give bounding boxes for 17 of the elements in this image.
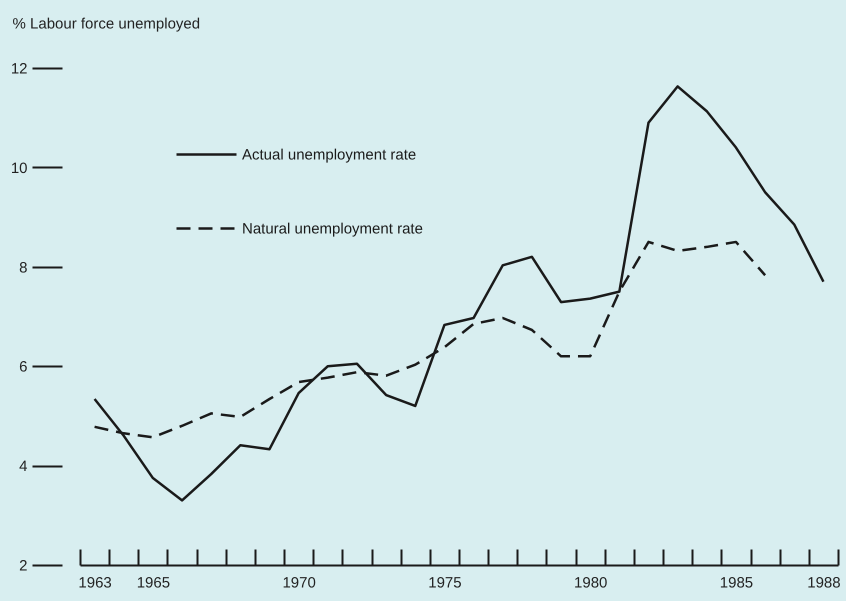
y-tick-label: 2 bbox=[19, 558, 28, 574]
legend-label: Actual unemployment rate bbox=[242, 146, 416, 164]
y-axis-title: % Labour force unemployed bbox=[12, 16, 200, 32]
line-series bbox=[93, 85, 825, 502]
y-tick-label: 8 bbox=[19, 259, 28, 276]
x-tick-label: 1988 bbox=[807, 574, 841, 592]
x-tick-label: 1985 bbox=[720, 574, 754, 592]
x-tick-label: 1965 bbox=[136, 574, 170, 592]
y-tick-label: 10 bbox=[10, 160, 28, 177]
legend-label: Natural unemployment rate bbox=[242, 220, 423, 238]
y-tick-label: 4 bbox=[19, 458, 28, 476]
x-tick-label: 1970 bbox=[282, 574, 316, 592]
x-tick-label: 1975 bbox=[428, 574, 462, 592]
y-tick-label: 12 bbox=[10, 60, 28, 78]
y-tick-label: 6 bbox=[19, 358, 28, 376]
x-tick-label: 1980 bbox=[574, 574, 608, 592]
x-tick-label: 1963 bbox=[78, 574, 112, 592]
